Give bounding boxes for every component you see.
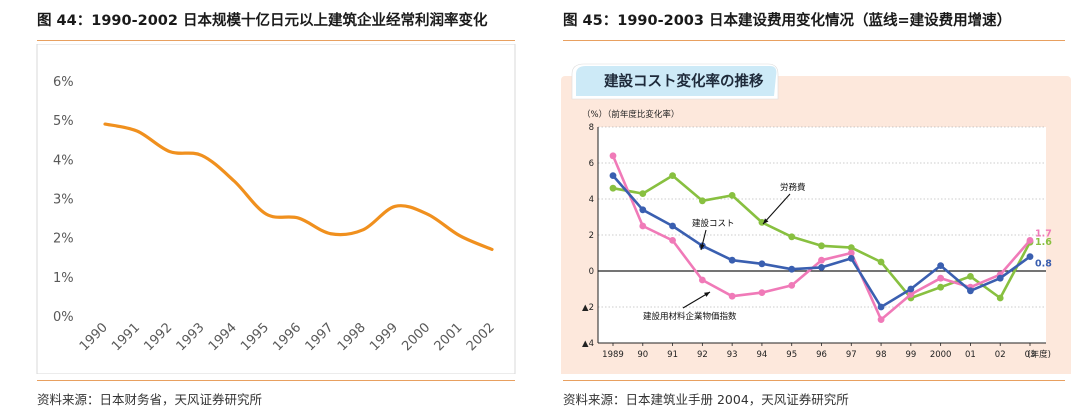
right-series-point-0 [788,265,796,273]
left-y-tick-label: 4% [53,153,74,168]
left-figure-title: 图 44：1990-2002 日本规模十亿日元以上建筑企业经常利润率变化 [37,13,488,29]
right-series-point-0 [818,264,825,271]
right-x-tick-label: 95 [786,350,797,360]
right-x-tick-label: 1989 [602,350,624,360]
right-y-tick-label: 4 [589,195,594,205]
left-y-tick-label: 6% [53,75,74,90]
right-series-point-0 [877,303,885,311]
right-figure-title: 图 45：1990-2003 日本建设费用变化情况（蓝线=建设费用增速） [563,13,1012,29]
right-y-tick-label: ▲4 [582,339,594,349]
right-series-point-1 [847,244,855,252]
right-series-point-2 [728,292,736,300]
right-series-point-1 [609,184,617,192]
right-series-point-0 [967,287,974,295]
right-series-name-materials: 建設用材料企業物価指数 [643,311,737,322]
left-source-note: 资料来源：日本财务省，天风证券研究所 [37,392,263,407]
right-arrow-cost-head [700,244,705,250]
right-title-tab [576,66,777,96]
right-series-name-labor: 労務費 [780,182,806,193]
right-x-tick-label: 93 [727,350,738,360]
right-x-tick-label: 98 [876,350,887,360]
right-series-name-cost: 建設コスト [692,218,735,229]
right-source-note: 资料来源：日本建筑业手册 2004，天风证券研究所 [563,392,849,407]
right-series-point-2 [818,256,825,264]
right-series-point-2 [877,316,885,323]
left-figure-panel: 图 44：1990-2002 日本规模十亿日元以上建筑企业经常利润率变化 0% 1… [0,0,530,417]
right-series-point-2 [698,276,706,284]
left-series-line-0 [103,122,494,252]
right-y-tick-label: 6 [589,159,594,169]
right-x-tick-label: 92 [697,350,708,360]
right-series-point-0 [609,172,617,180]
right-end-value-label: 1.6 [1035,237,1052,248]
right-series-point-0 [639,206,647,214]
right-line-chart: 建設コスト変化率の推移 （%）（前年度比変化率） 8 6 4 2 0 ▲2 ▲4 1989 90 91… [561,63,1071,374]
right-source-rule [563,380,1065,381]
right-x-tick-label: 01 [965,350,976,360]
right-x-tick-label: 91 [667,350,678,360]
right-series-point-1 [818,242,825,250]
left-y-tick-label: 1% [53,271,74,286]
right-arrow-labor [762,193,791,225]
right-x-tick-label: 02 [995,350,1006,360]
right-series-point-0 [937,262,945,269]
right-series-point-2 [907,291,915,298]
left-y-tick-label: 3% [53,193,74,208]
right-series-point-2 [609,152,617,160]
right-arrow-labor-head [763,218,769,224]
right-series-point-2 [788,282,796,289]
right-title-rule [563,40,1065,41]
right-series-point-0 [669,222,676,230]
right-y-tick-label: 0 [589,267,594,277]
right-y-axis-label: （%）（前年度比変化率） [582,109,679,120]
right-end-value-label: 1.7 [1035,228,1052,239]
right-y-tick-label: 8 [589,123,594,133]
right-series-point-1 [698,197,706,205]
right-x-tick-label: 97 [846,350,857,360]
right-series-point-0 [1026,253,1034,260]
left-source-rule [37,380,515,381]
right-series-point-2 [1026,237,1034,244]
right-series-point-2 [758,289,766,296]
right-series-point-1 [669,172,676,180]
right-x-tick-label: 03 [1025,350,1036,360]
right-x-tick-label: 99 [905,350,916,360]
right-series-point-1 [996,294,1004,302]
right-x-axis-unit: (年度) [1027,349,1051,360]
right-chart-title: 建設コスト変化率の推移 [604,72,764,90]
right-x-tick-label: 96 [816,350,827,360]
right-arrow-materials-head [704,292,710,297]
right-end-value-label: 0.8 [1035,259,1052,270]
left-y-tick-label: 5% [53,114,74,129]
right-series-point-1 [967,273,974,280]
right-y-tick-label: 2 [589,231,594,241]
right-series-point-1 [877,258,885,266]
right-series-point-1 [728,192,736,199]
left-chart-frame [36,44,516,374]
right-series-point-0 [996,274,1004,282]
left-y-tick-label: 2% [53,232,74,247]
right-series-point-0 [728,256,736,264]
right-figure-panel: 图 45：1990-2003 日本建设费用变化情况（蓝线=建设费用增速） 建設コ… [548,0,1080,417]
right-series-point-2 [937,274,945,282]
right-x-tick-label: 90 [637,350,648,360]
left-line-chart: 0%1%2%3%4%5%6%19901991199219931994199519… [36,44,516,374]
left-title-rule [37,40,515,41]
right-series-point-2 [669,237,676,244]
right-x-tick-label: 2000 [930,350,952,360]
right-series-point-0 [847,255,855,262]
right-series-point-1 [788,233,796,241]
right-y-tick-label: ▲2 [582,303,594,313]
right-series-point-0 [907,285,915,293]
left-y-tick-label: 0% [53,310,74,325]
right-series-point-2 [847,249,855,257]
right-series-point-1 [639,190,647,198]
right-series-point-0 [758,260,766,268]
right-series-point-1 [937,283,945,291]
right-series-point-2 [639,222,647,230]
right-x-tick-label: 94 [757,350,768,360]
